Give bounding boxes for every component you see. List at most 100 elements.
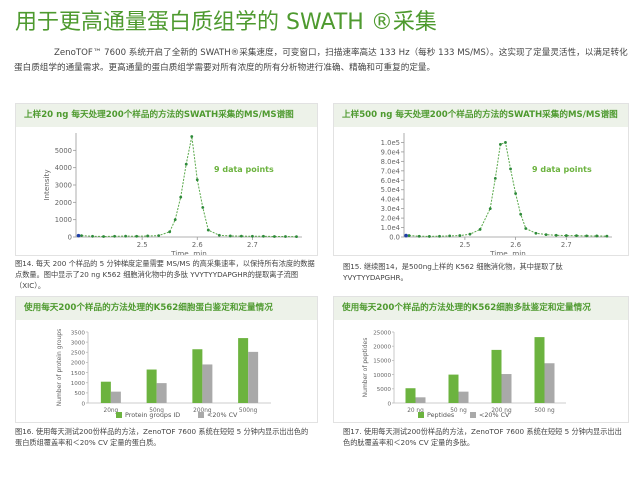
data-point [544,233,548,237]
panel-header: 上样20 ng 每天处理200个样品的方法的SWATH采集的MS/MS谱图 [16,104,317,127]
x-axis-label: Time, min [489,249,526,255]
data-point [509,167,512,171]
data-point [427,235,431,238]
panel-fig15: 上样500 ng 每天处理200个样品的方法的SWATH采集的MS/MS谱图 0… [333,103,629,256]
bar [491,349,502,403]
panel-header: 使用每天200个样品的方法处理的K562细胞多肽鉴定和定量情况 [334,297,628,320]
figure-caption: 图15. 继续图14，是500ng上样的 K562 细胞消化物，其中提取了肽 Y… [343,262,563,282]
data-point [284,235,287,238]
data-point [168,230,172,234]
data-point [524,227,528,230]
y-tick-label: 20000 [373,345,391,351]
panel-header: 使用每天200个样品的方法处理的K562细胞蛋白鉴定和定量情况 [16,297,317,320]
legend-label: Peptides [427,411,455,419]
legend-label: <20% CV [207,411,238,419]
intro-paragraph: ZenoTOF™ 7600 系统开启了全新的 SWATH®采集速度，可变窗口，扫… [14,48,628,73]
legend-swatch [198,412,204,418]
bar [192,349,203,403]
panel-fig16: 使用每天200个样品的方法处理的K562细胞蛋白鉴定和定量情况 0 500 1000… [15,296,318,423]
y-tick-label: 1000 [71,381,86,387]
y-tick-label: 4000 [55,164,72,172]
data-point [201,206,205,209]
data-points-annotation: 9 data points [214,165,274,174]
data-point [575,234,578,238]
data-point [228,234,232,238]
data-point [534,231,538,235]
bar [458,391,469,403]
data-point [239,234,243,238]
y-tick-label: 9.0e4 [381,148,400,156]
y-tick-label: 2000 [71,361,86,367]
y-tick-label: 5.0e4 [381,186,400,194]
panel-fig17: 使用每天200个样品的方法处理的K562细胞多肽鉴定和定量情况 0 5000 100… [333,296,629,423]
panel-header: 上样500 ng 每天处理200个样品的方法的SWATH采集的MS/MS谱图 [334,104,628,127]
bar [501,374,512,403]
data-point [564,234,568,237]
data-point [179,195,183,199]
y-axis-label: Intensity [42,169,51,201]
data-point [448,234,452,238]
y-tick-label: 10000 [373,373,391,379]
series-line [409,141,607,237]
data-point [468,232,472,236]
xic-chart-20ng: 0 1000 2000 3000 4000 5000 2.5 2.6 2.7 Time, min I… [42,133,302,255]
data-point [173,218,177,222]
bar [534,337,545,403]
data-point [595,234,599,238]
data-point [195,178,199,182]
y-tick-label: 4.0e4 [381,196,400,204]
data-point [135,234,139,238]
x-tick-label: 2.5 [137,241,148,249]
y-tick-label: 25000 [373,330,391,336]
data-point [488,207,492,211]
data-point [190,135,194,138]
legend-swatch [418,412,424,418]
y-tick-label: 3000 [71,340,86,346]
data-point [91,234,94,238]
category-label: 200ng [193,408,212,414]
y-tick-label: 7.0e4 [381,167,400,175]
x-tick-label: 2.7 [247,241,258,249]
legend-swatch [470,412,476,418]
category-label: 50 ng [450,408,467,414]
bar [405,388,416,403]
panel-fig14: 上样20 ng 每天处理200个样品的方法的SWATH采集的MS/MS谱图 0 1… [15,103,318,256]
y-tick-label: 0.0 [389,234,400,242]
figure-caption: 图16. 使用每天测试200份样品的方法，ZenoTOF 7600 系统在短短 … [15,427,309,447]
y-tick-label: 2000 [55,199,72,207]
y-tick-label: 2500 [71,351,86,357]
x-tick-label: 2.7 [561,241,572,249]
category-label: 20ng [104,408,119,414]
bar [156,383,167,403]
data-point [184,162,188,166]
data-point [206,228,210,232]
legend-swatch [116,412,122,418]
data-point [458,234,462,237]
data-point [80,234,83,238]
legend-label: <20% CV [479,411,510,419]
y-tick-label: 1.0e4 [381,224,400,232]
data-point [250,234,254,238]
data-point [124,234,128,238]
data-point [514,192,518,195]
y-tick-label: 1.0e5 [381,139,400,147]
protein-bar-chart: 0 500 1000 1500 2000 2500 3000 3500 Number of pr… [56,329,271,419]
bar [544,363,555,403]
y-tick-label: 3.0e4 [381,205,400,213]
y-tick-label: 5000 [55,147,72,155]
y-tick-label: 3000 [55,182,72,190]
peptide-bar-chart: 0 5000 10000 15000 20000 25000 Number of pepti… [362,330,566,419]
x-tick-label: 2.6 [510,241,521,249]
data-point [417,234,421,238]
data-point [554,233,558,237]
y-tick-label: 0 [81,401,85,407]
bar [146,369,157,403]
y-tick-label: 6.0e4 [381,177,400,185]
data-point [605,234,609,238]
figure-caption: 图17. 使用每天测试200份样品的方法，ZenoTOF 7600 系统在短短 … [343,427,622,447]
bar [110,391,121,403]
x-tick-label: 2.5 [459,241,470,249]
bar [248,351,259,403]
y-tick-label: 1500 [71,371,86,377]
data-point [493,176,497,180]
